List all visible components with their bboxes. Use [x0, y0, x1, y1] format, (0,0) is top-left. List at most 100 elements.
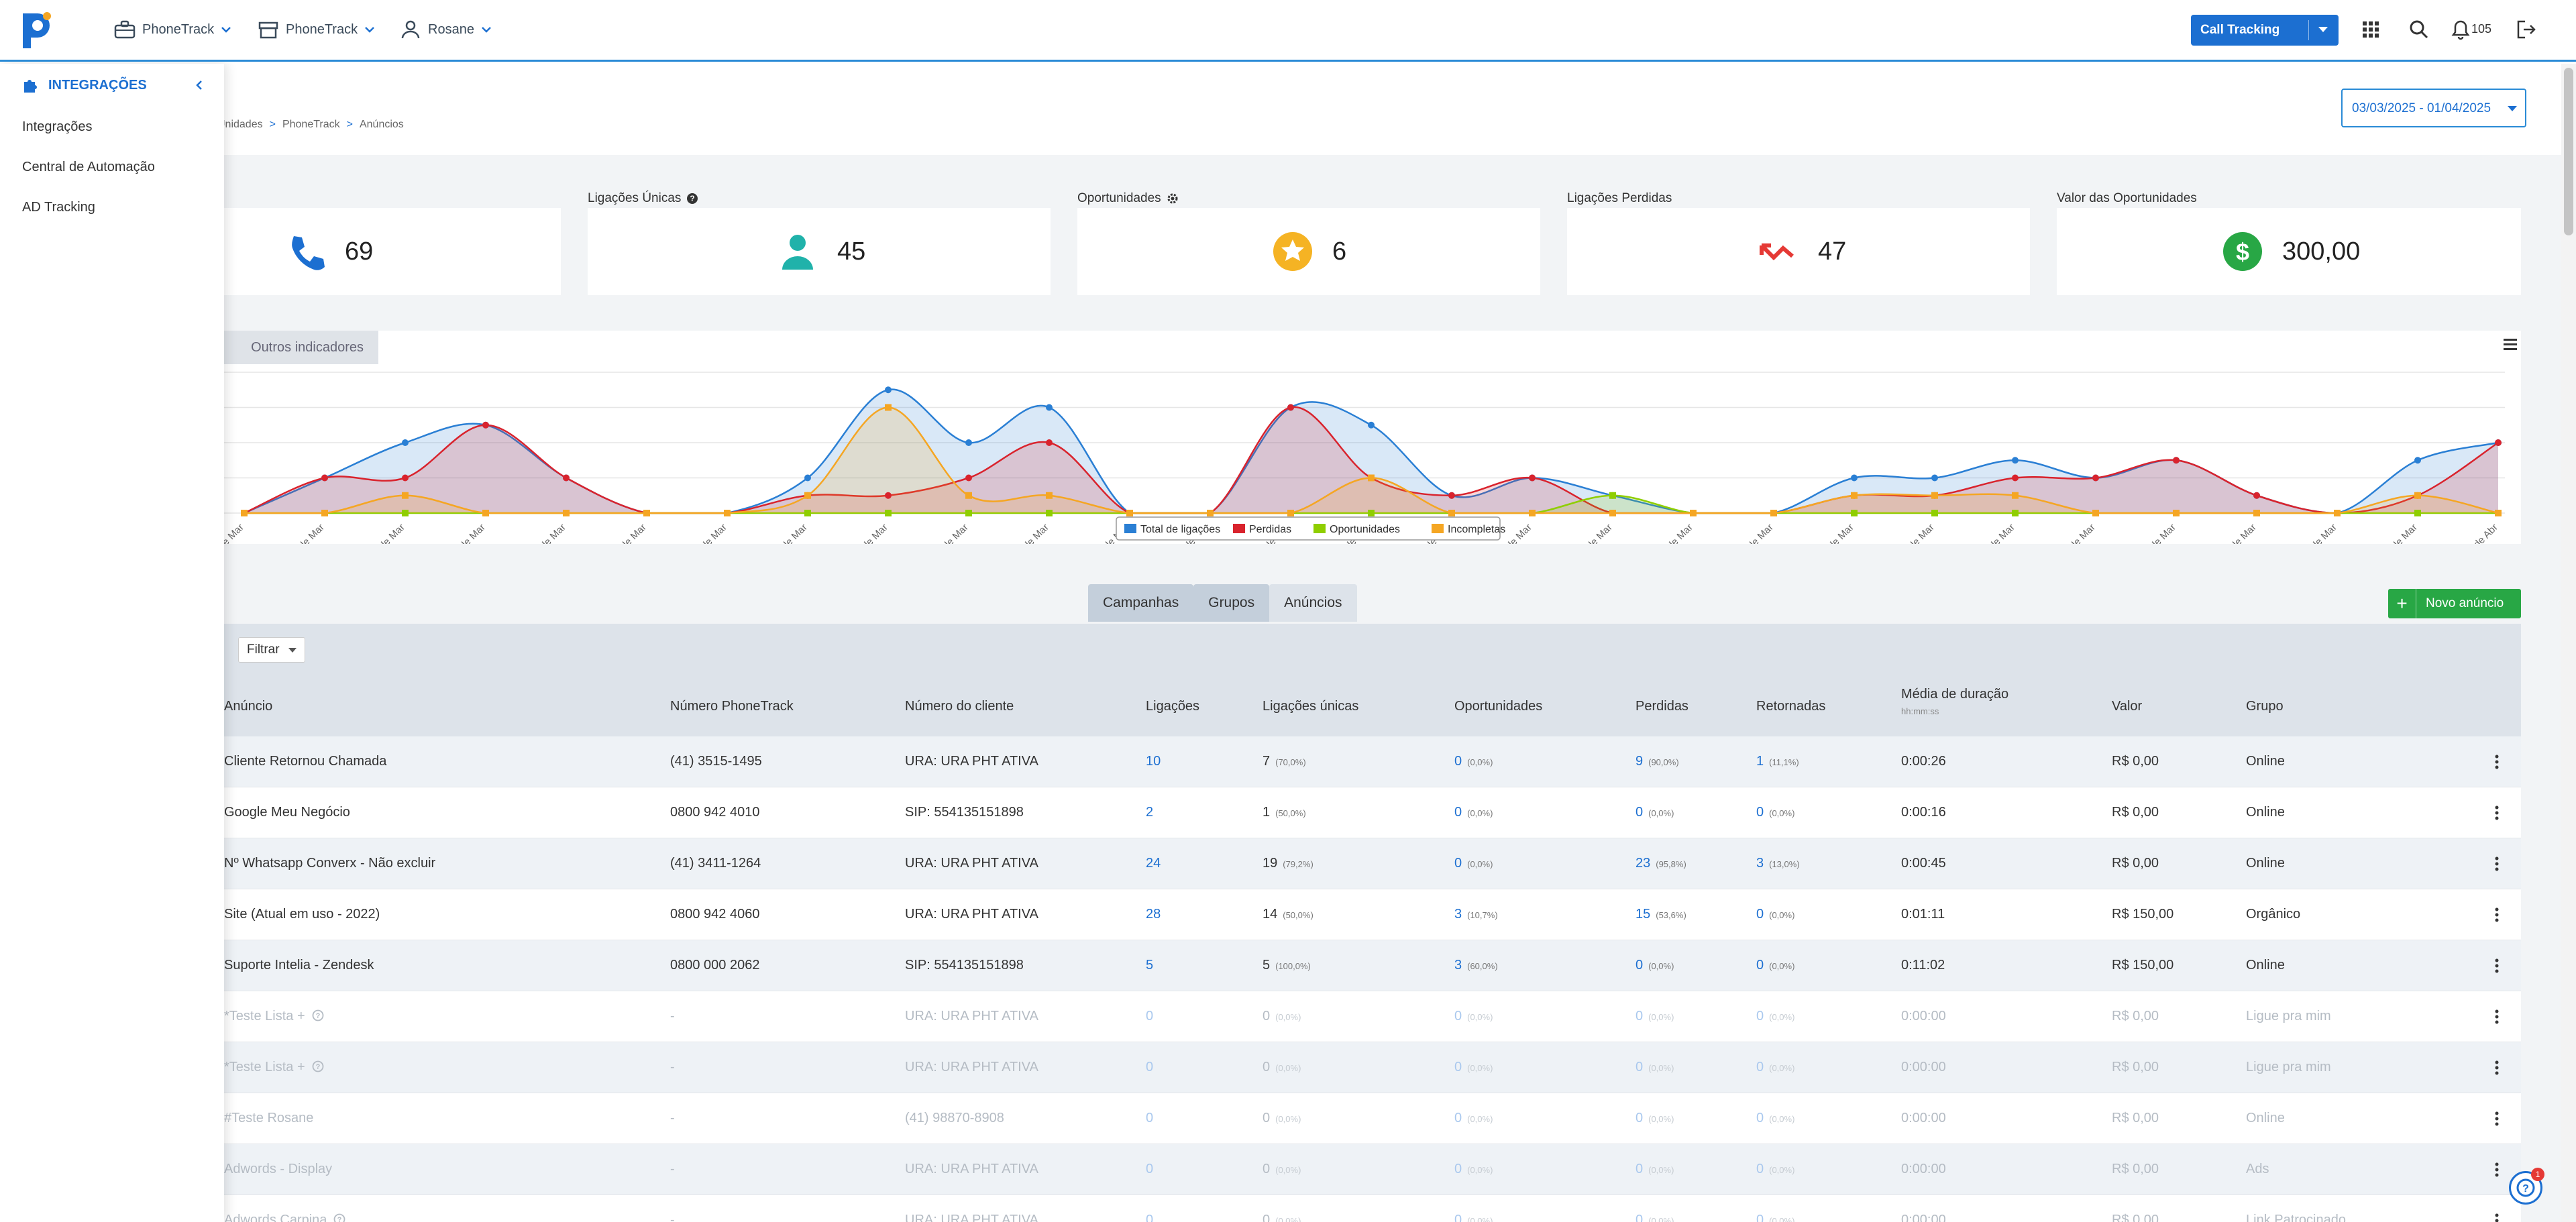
- data-point[interactable]: [1609, 492, 1616, 499]
- row-actions-icon[interactable]: [2494, 803, 2500, 822]
- breadcrumb-item[interactable]: Unidades: [224, 119, 263, 130]
- data-point[interactable]: [1448, 510, 1455, 516]
- col-perdidas[interactable]: Perdidas: [1635, 699, 1688, 714]
- cell-ret[interactable]: 3 (13,0%): [1756, 856, 1800, 871]
- data-point[interactable]: [2012, 457, 2019, 464]
- cell-opp[interactable]: 0 (0,0%): [1454, 805, 1493, 820]
- data-point[interactable]: [1046, 404, 1053, 411]
- data-point[interactable]: [965, 492, 972, 499]
- col-oportunidades[interactable]: Oportunidades: [1454, 699, 1543, 714]
- tab-other-indicators[interactable]: Outros indicadores: [224, 331, 378, 364]
- row-actions-icon[interactable]: [2494, 1160, 2500, 1179]
- bell-icon[interactable]: [2449, 17, 2473, 42]
- help-widget[interactable]: ? 1: [2509, 1168, 2544, 1205]
- data-point[interactable]: [965, 510, 972, 516]
- row-actions-icon[interactable]: [2494, 753, 2500, 771]
- cell-lost[interactable]: 23 (95,8%): [1635, 856, 1686, 871]
- table-row[interactable]: #Teste Rosane - (41) 98870-8908 0 0 (0,0%) 0 (0…: [224, 1093, 2521, 1144]
- search-icon[interactable]: [2407, 17, 2431, 42]
- data-point[interactable]: [724, 510, 731, 516]
- data-point[interactable]: [1609, 510, 1616, 516]
- tab-anuncios[interactable]: Anúncios: [1269, 584, 1357, 622]
- data-point[interactable]: [241, 510, 248, 516]
- cell-ret[interactable]: 0 (0,0%): [1756, 1162, 1795, 1176]
- data-point[interactable]: [2173, 510, 2180, 516]
- legend-swatch[interactable]: [1313, 524, 1326, 533]
- data-point[interactable]: [402, 474, 409, 482]
- data-point[interactable]: [885, 386, 892, 394]
- gear-icon[interactable]: [1167, 192, 1179, 205]
- table-row[interactable]: Cliente Retornou Chamada (41) 3515-1495 UR…: [224, 736, 2521, 787]
- page-scrollbar[interactable]: [2561, 64, 2576, 1222]
- cell-opp[interactable]: 0 (0,0%): [1454, 856, 1493, 871]
- data-point[interactable]: [2495, 439, 2502, 446]
- data-point[interactable]: [1287, 404, 1294, 411]
- data-point[interactable]: [965, 439, 972, 446]
- row-actions-icon[interactable]: [2494, 854, 2500, 873]
- cell-lost[interactable]: 0 (0,0%): [1635, 1111, 1674, 1125]
- legend-swatch[interactable]: [1124, 524, 1136, 533]
- col-media-duracao[interactable]: Média de duração hh:mm:ss: [1901, 687, 2009, 716]
- cell-lost[interactable]: 0 (0,0%): [1635, 958, 1674, 973]
- cell-opp[interactable]: 0 (0,0%): [1454, 1213, 1493, 1222]
- col-ligacoes[interactable]: Ligações: [1146, 699, 1200, 714]
- legend-item[interactable]: Incompletas: [1448, 524, 1505, 535]
- cell-calls[interactable]: 10: [1146, 754, 1161, 769]
- legend-item[interactable]: Oportunidades: [1330, 524, 1400, 535]
- data-point[interactable]: [1851, 510, 1858, 516]
- data-point[interactable]: [2012, 510, 2019, 516]
- product-switch-button[interactable]: Call Tracking: [2191, 15, 2339, 46]
- legend-swatch[interactable]: [1432, 524, 1444, 533]
- table-row[interactable]: Google Meu Negócio 0800 942 4010 SIP: 5541…: [224, 787, 2521, 838]
- cell-calls[interactable]: 2: [1146, 805, 1154, 820]
- data-point[interactable]: [1287, 510, 1294, 516]
- table-row[interactable]: Adwords Carpina? - URA: URA PHT ATIVA 0 0 (0,…: [224, 1195, 2521, 1222]
- data-point[interactable]: [885, 510, 892, 516]
- cell-opp[interactable]: 0 (0,0%): [1454, 1162, 1493, 1176]
- data-point[interactable]: [1207, 510, 1214, 516]
- data-point[interactable]: [1046, 492, 1053, 499]
- cell-opp[interactable]: 0 (0,0%): [1454, 1060, 1493, 1074]
- cell-opp[interactable]: 0 (0,0%): [1454, 1111, 1493, 1125]
- col-numero-cliente[interactable]: Número do cliente: [905, 699, 1014, 714]
- row-actions-icon[interactable]: [2494, 1211, 2500, 1222]
- data-point[interactable]: [402, 510, 409, 516]
- table-row[interactable]: *Teste Lista +? - URA: URA PHT ATIVA 0 0 (0,0…: [224, 1042, 2521, 1093]
- cell-calls[interactable]: 0: [1146, 1162, 1154, 1176]
- breadcrumb-item[interactable]: PhoneTrack: [282, 119, 340, 130]
- data-point[interactable]: [2012, 492, 2019, 499]
- data-point[interactable]: [2253, 492, 2260, 499]
- data-point[interactable]: [1690, 510, 1697, 516]
- col-ligacoes-unicas[interactable]: Ligações únicas: [1263, 699, 1359, 714]
- data-point[interactable]: [1931, 492, 1938, 499]
- table-row[interactable]: Adwords - Display - URA: URA PHT ATIVA 0 0 (0…: [224, 1144, 2521, 1195]
- help-icon[interactable]: ?: [333, 1213, 345, 1222]
- data-point[interactable]: [643, 510, 650, 516]
- sidebar-item-ad-tracking[interactable]: AD Tracking: [22, 200, 95, 215]
- row-actions-icon[interactable]: [2494, 1058, 2500, 1077]
- cell-ret[interactable]: 0 (0,0%): [1756, 1213, 1794, 1222]
- cell-lost[interactable]: 0 (0,0%): [1635, 805, 1674, 820]
- data-point[interactable]: [402, 492, 409, 499]
- data-point[interactable]: [321, 474, 328, 482]
- data-point[interactable]: [1529, 510, 1536, 516]
- cell-ret[interactable]: 0 (0,0%): [1756, 907, 1795, 922]
- data-point[interactable]: [804, 492, 811, 499]
- nav-account[interactable]: PhoneTrack: [114, 20, 231, 39]
- row-actions-icon[interactable]: [2494, 905, 2500, 924]
- data-point[interactable]: [965, 474, 972, 482]
- sidebar-item-automacao[interactable]: Central de Automação: [22, 160, 155, 174]
- data-point[interactable]: [1046, 510, 1053, 516]
- data-point[interactable]: [804, 474, 811, 482]
- data-point[interactable]: [321, 510, 328, 516]
- cell-lost[interactable]: 0 (0,0%): [1635, 1213, 1674, 1222]
- tab-campanhas[interactable]: Campanhas: [1088, 584, 1194, 622]
- new-ad-button[interactable]: + Novo anúncio: [2388, 589, 2521, 618]
- cell-lost[interactable]: 0 (0,0%): [1635, 1060, 1674, 1074]
- data-point[interactable]: [1368, 421, 1375, 429]
- cell-calls[interactable]: 28: [1146, 907, 1161, 922]
- row-actions-icon[interactable]: [2494, 1109, 2500, 1128]
- col-anuncio[interactable]: Anúncio: [224, 699, 273, 714]
- cell-opp[interactable]: 3 (10,7%): [1454, 907, 1498, 922]
- chart-menu-icon[interactable]: [2504, 339, 2517, 350]
